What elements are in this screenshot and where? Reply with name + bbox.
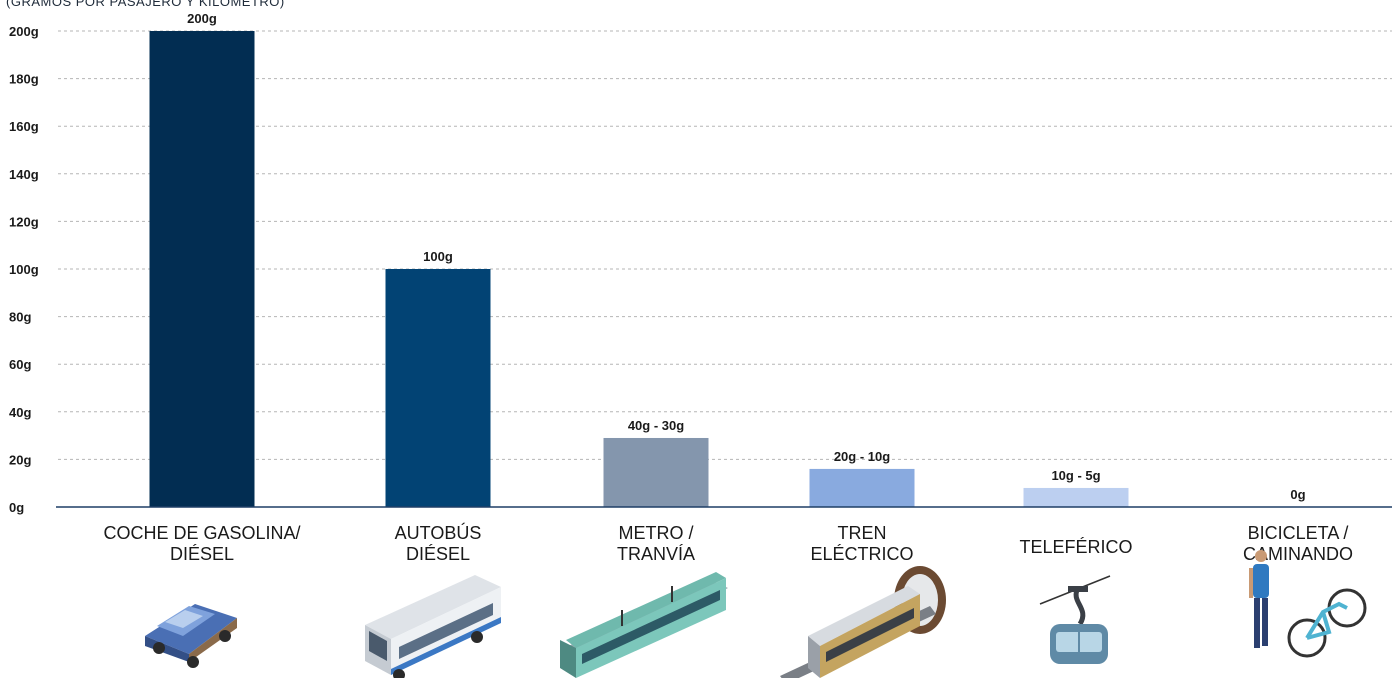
y-tick-label: 0g [9, 500, 24, 515]
y-tick-label: 140g [9, 167, 39, 182]
category-label: DIÉSEL [170, 544, 234, 564]
y-tick-label: 200g [9, 24, 39, 39]
category-label: AUTOBÚS [395, 522, 482, 543]
data-label: 20g - 10g [834, 449, 890, 464]
data-label: 40g - 30g [628, 418, 684, 433]
bar [809, 468, 915, 507]
y-axis-label: (GRAMOS POR PASAJERO Y KILÓMETRO) [6, 0, 285, 9]
y-tick-label: 80g [9, 310, 31, 325]
bar [149, 31, 255, 507]
category-labels: COCHE DE GASOLINA/DIÉSELAUTOBÚSDIÉSELMET… [103, 522, 1353, 564]
y-tick-label: 180g [9, 72, 39, 87]
data-label: 0g [1290, 487, 1305, 502]
category-label: COCHE DE GASOLINA/ [103, 523, 300, 543]
category-label: ELÉCTRICO [810, 544, 913, 564]
y-tick-label: 60g [9, 357, 31, 372]
category-label: METRO / [619, 523, 694, 543]
suv-car-icon [145, 604, 237, 668]
y-tick-label: 100g [9, 262, 39, 277]
tram-icon [560, 572, 728, 678]
pedestrian-bicycle-icon [1249, 550, 1367, 658]
data-labels: 200g 100g 40g - 30g 20g - 10g 10g - 5g 0g [187, 11, 1305, 502]
bar [1023, 487, 1129, 507]
electric-train-icon [780, 566, 946, 678]
category-label: BICICLETA / [1248, 523, 1349, 543]
y-axis-ticks: 0g 20g 40g 60g 80g 100g 120g 140g 160g 180g 200g [9, 24, 39, 515]
category-label: CAMINANDO [1243, 544, 1353, 564]
data-label: 10g - 5g [1051, 468, 1100, 483]
category-label: DIÉSEL [406, 544, 470, 564]
bar [385, 269, 491, 507]
bars [149, 31, 1129, 507]
data-label: 200g [187, 11, 217, 26]
grid-lines [58, 30, 1392, 460]
y-tick-label: 20g [9, 452, 31, 467]
y-tick-label: 120g [9, 214, 39, 229]
city-bus-icon [365, 575, 501, 678]
y-tick-label: 160g [9, 119, 39, 134]
y-tick-label: 40g [9, 405, 31, 420]
bar [603, 437, 709, 507]
category-label: TRANVÍA [617, 544, 695, 564]
cable-car-icon [1039, 575, 1111, 664]
category-label: TREN [838, 523, 887, 543]
data-label: 100g [423, 249, 453, 264]
category-label: TELEFÉRICO [1019, 537, 1132, 557]
